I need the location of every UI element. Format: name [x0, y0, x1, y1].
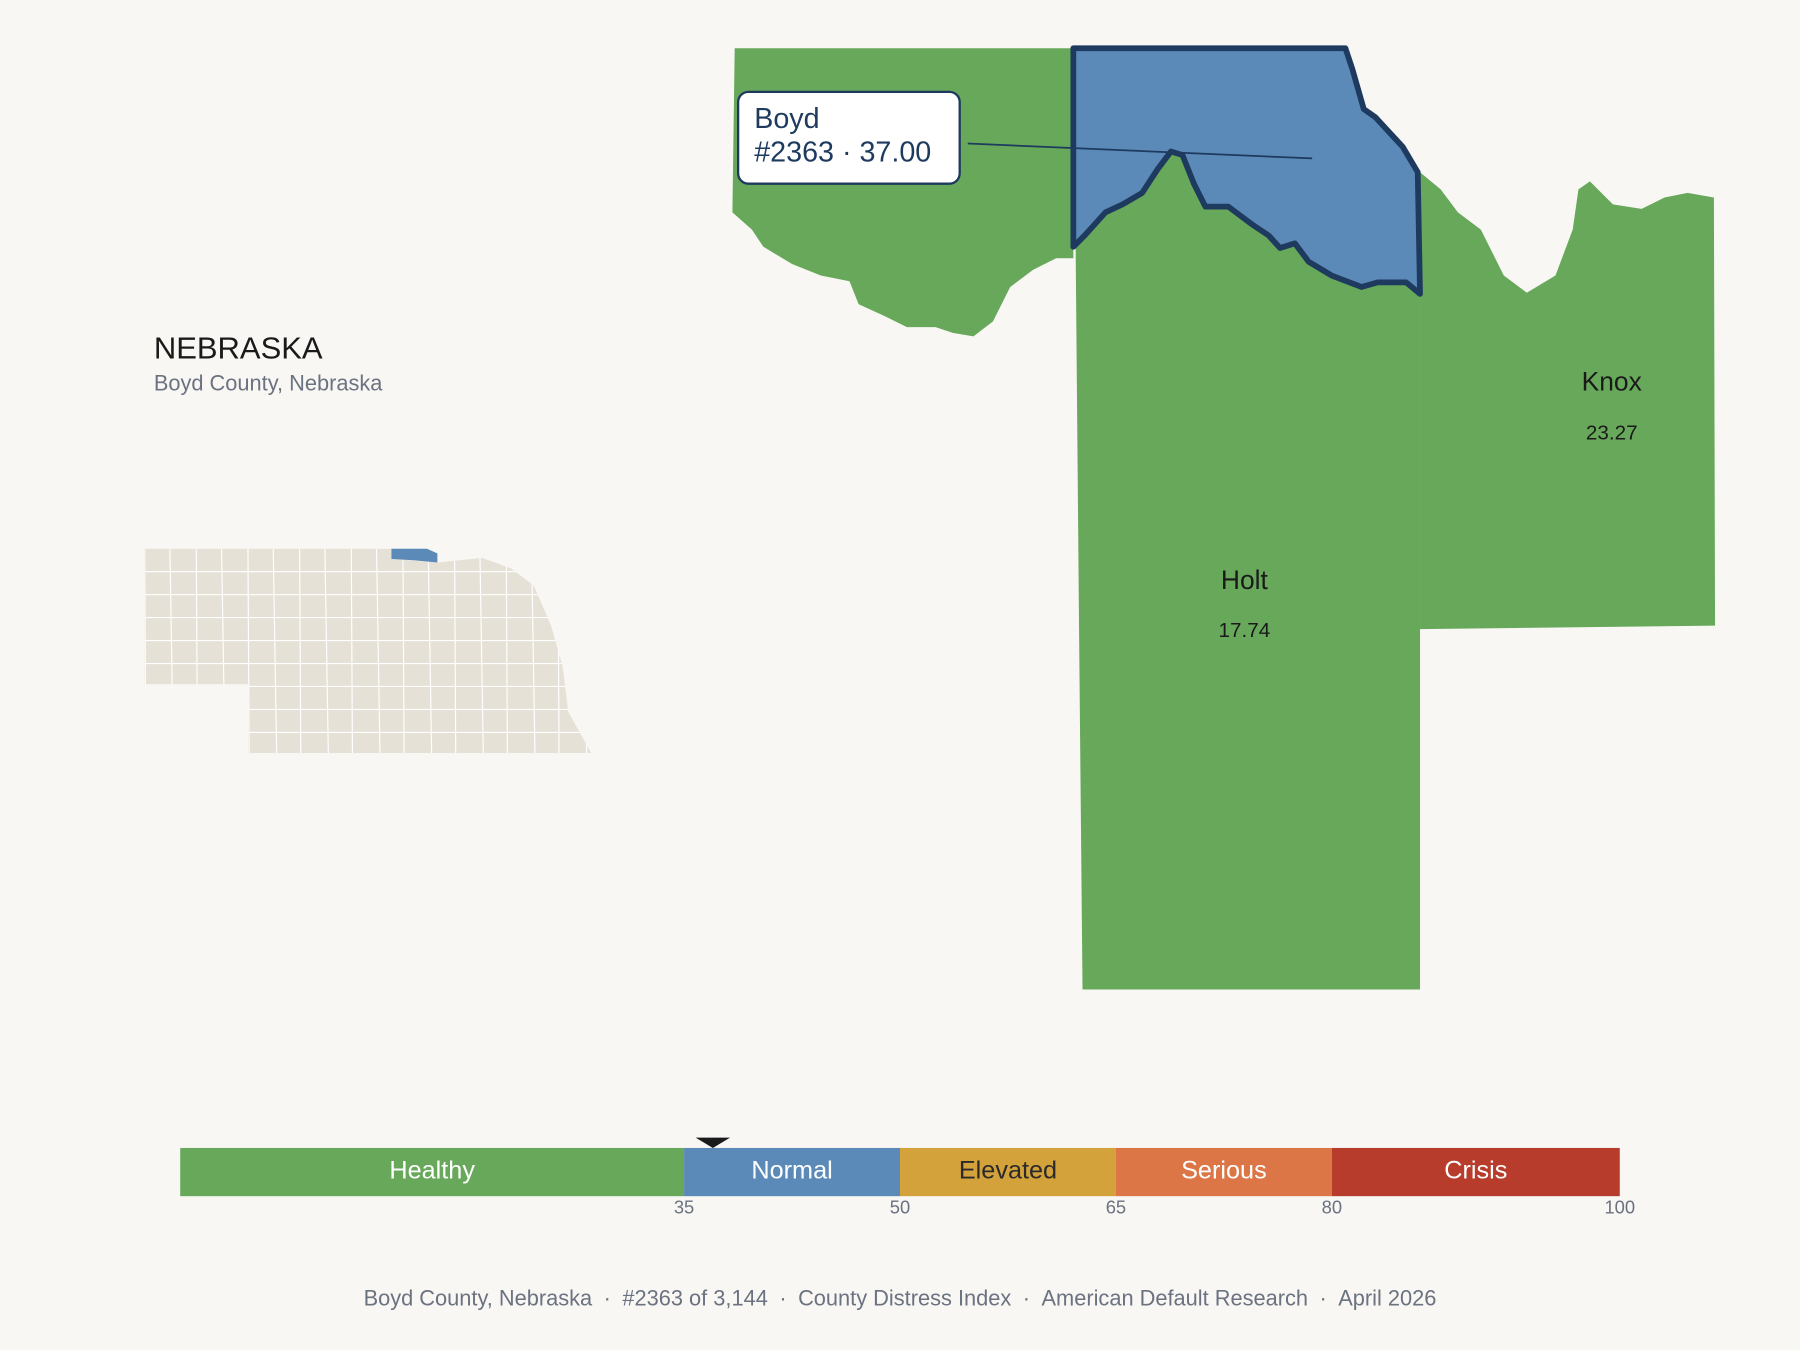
- state-shape: [144, 548, 592, 754]
- county-border: [479, 548, 484, 754]
- county-grid: [144, 548, 592, 754]
- county-border: [375, 548, 381, 754]
- footer-separator: ·: [779, 1285, 786, 1310]
- legend-band: [900, 1147, 1116, 1197]
- legend-band-label: Normal: [751, 1157, 832, 1185]
- legend-band: [1115, 1147, 1332, 1197]
- footer-item: #2363 of 3,144: [622, 1285, 767, 1310]
- legend-tick-label: 100: [1604, 1197, 1635, 1218]
- highlighted-county: [391, 548, 438, 563]
- footer-item: American Default Research: [1042, 1285, 1309, 1310]
- county-border: [350, 548, 353, 754]
- county-name: Holt: [1221, 565, 1269, 595]
- state-subtitle: Boyd County, Nebraska: [154, 370, 383, 395]
- legend-tick-label: 35: [674, 1197, 694, 1218]
- callout-name: Boyd: [754, 103, 819, 135]
- footer: Boyd County, Nebraska · #2363 of 3,144 · Cou…: [364, 1285, 1437, 1310]
- legend-band: [180, 1147, 685, 1197]
- legend-tick-label: 65: [1106, 1197, 1126, 1218]
- legend-tick-label: 50: [890, 1197, 910, 1218]
- footer-separator: ·: [604, 1285, 611, 1310]
- footer-item: Boyd County, Nebraska: [364, 1285, 593, 1310]
- legend-tick-label: 80: [1322, 1197, 1342, 1218]
- legend-band-label: Healthy: [389, 1157, 475, 1185]
- county-border: [272, 548, 278, 754]
- callout-box: [736, 90, 961, 185]
- county-border: [247, 548, 250, 754]
- legend-band: [1331, 1147, 1620, 1197]
- footer-separator: ·: [1320, 1285, 1327, 1310]
- county-border: [299, 548, 302, 754]
- legend-band-label: Serious: [1181, 1157, 1267, 1185]
- county-knox[interactable]: [1420, 172, 1716, 630]
- county-holt[interactable]: [1075, 151, 1421, 990]
- footer-item: April 2026: [1338, 1285, 1436, 1310]
- callout-rank-score: #2363 · 37.00: [754, 136, 931, 168]
- county-border: [427, 548, 433, 754]
- legend-band-label: Elevated: [959, 1157, 1057, 1185]
- county-border: [324, 548, 329, 754]
- county-border: [402, 548, 405, 754]
- county-value: 23.27: [1586, 421, 1638, 444]
- footer-item: County Distress Index: [798, 1285, 1011, 1310]
- county-border: [454, 548, 457, 754]
- footer-separator: ·: [1023, 1285, 1030, 1310]
- county-value: 17.74: [1219, 619, 1271, 642]
- legend-band: [684, 1147, 900, 1197]
- legend-marker: [695, 1137, 731, 1148]
- state-locator: [144, 548, 592, 754]
- county-boyd[interactable]: [1070, 45, 1423, 297]
- county-name: Knox: [1582, 366, 1642, 396]
- callout-leader: [967, 142, 1313, 160]
- legend: Healthy Normal Elevated Serious Crisis 35 50 65…: [180, 1137, 1635, 1218]
- county-border: [505, 548, 508, 754]
- legend-band-label: Crisis: [1444, 1157, 1507, 1185]
- state-title: NEBRASKA: [154, 330, 323, 365]
